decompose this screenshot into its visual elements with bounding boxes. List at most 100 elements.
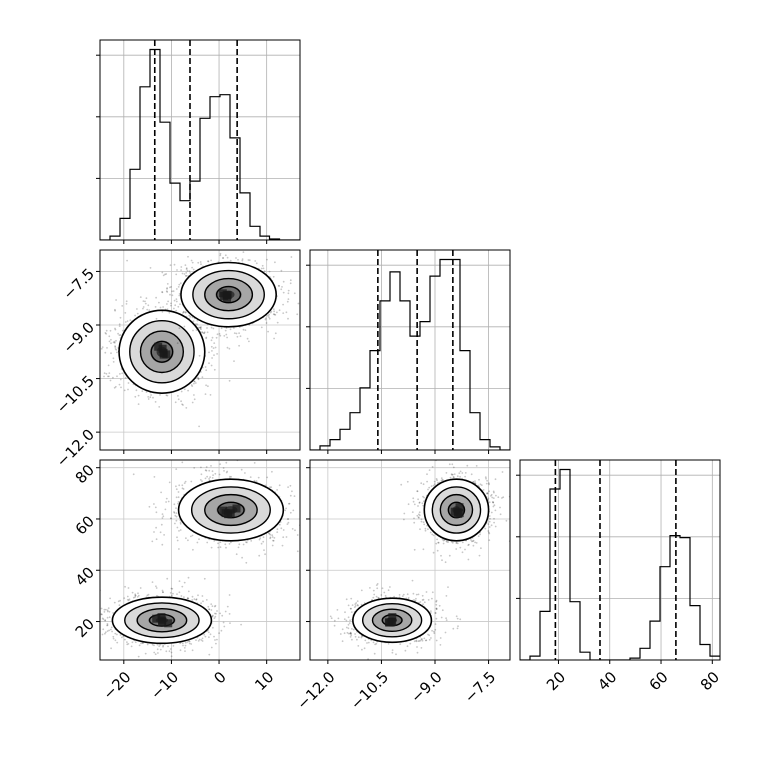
- sample-point: [280, 527, 283, 530]
- sample-point: [187, 255, 189, 258]
- sample-point: [376, 587, 379, 590]
- sample-point: [367, 641, 370, 644]
- sample-point: [184, 650, 186, 652]
- sample-point: [106, 623, 109, 625]
- sample-point: [183, 325, 186, 328]
- sample-point: [305, 500, 307, 502]
- sample-point: [154, 401, 157, 403]
- sample-point: [210, 465, 212, 467]
- sample-point: [127, 382, 130, 384]
- sample-point: [173, 512, 176, 514]
- sample-point: [137, 655, 140, 658]
- sample-point: [427, 599, 430, 601]
- sample-point: [117, 332, 119, 335]
- sample-point: [451, 474, 453, 476]
- sample-point: [413, 548, 416, 551]
- sample-point: [347, 632, 350, 635]
- sample-point: [153, 651, 156, 654]
- sample-point: [201, 595, 204, 597]
- sample-point: [354, 633, 356, 635]
- contour-line: [129, 320, 195, 384]
- sample-point: [126, 259, 128, 262]
- scatter-panel-0-1: [100, 250, 300, 450]
- sample-point: [134, 314, 137, 317]
- sample-point: [161, 310, 164, 313]
- sample-point: [182, 488, 185, 490]
- sample-point: [136, 312, 139, 315]
- contour-line: [190, 486, 271, 534]
- sample-point: [215, 612, 217, 615]
- sample-point: [254, 260, 257, 262]
- sample-point: [167, 300, 170, 303]
- sample-point: [470, 473, 473, 476]
- sample-point: [268, 317, 271, 320]
- sample-point: [185, 275, 188, 277]
- sample-point: [464, 475, 466, 478]
- sample-point: [141, 390, 144, 392]
- sample-point: [224, 543, 227, 546]
- density-cell: [158, 344, 167, 353]
- sample-point: [103, 372, 106, 375]
- sample-point: [106, 616, 109, 619]
- sample-point: [126, 595, 129, 598]
- sample-point: [212, 614, 214, 617]
- sample-point: [170, 302, 172, 305]
- sample-point: [181, 585, 184, 588]
- sample-point: [187, 590, 190, 593]
- sample-point: [225, 461, 228, 464]
- contour-line: [139, 330, 185, 374]
- sample-point: [124, 312, 127, 314]
- sample-point: [186, 269, 189, 272]
- sample-point: [224, 254, 227, 257]
- sample-point: [470, 539, 472, 541]
- density-cell: [454, 509, 463, 518]
- sample-point: [155, 317, 158, 320]
- sample-point: [262, 536, 265, 539]
- sample-point: [418, 511, 421, 514]
- sample-point: [183, 647, 186, 649]
- sample-point: [276, 489, 278, 491]
- sample-point: [178, 591, 181, 594]
- sample-point: [493, 517, 495, 520]
- sample-point: [198, 354, 201, 357]
- sample-point: [136, 596, 139, 598]
- sample-point: [170, 304, 172, 307]
- sample-point: [153, 503, 155, 505]
- sample-point: [178, 484, 181, 487]
- sample-point: [215, 336, 218, 339]
- sample-point: [205, 469, 208, 472]
- sample-point: [433, 483, 436, 486]
- sample-point: [352, 628, 355, 631]
- sample-point: [166, 283, 169, 285]
- sample-point: [445, 472, 448, 474]
- sample-point: [114, 308, 116, 311]
- sample-point: [455, 548, 458, 550]
- sample-point: [209, 394, 212, 396]
- sample-point: [205, 384, 208, 387]
- sample-point: [211, 605, 214, 607]
- sample-point: [364, 639, 367, 642]
- sample-point: [216, 353, 219, 355]
- sample-point: [468, 543, 470, 546]
- sample-point: [384, 594, 387, 597]
- sample-point: [289, 282, 292, 285]
- contour-line: [371, 608, 413, 632]
- sample-point: [136, 308, 138, 310]
- sample-point: [271, 534, 274, 537]
- sample-point: [345, 626, 348, 629]
- sample-point: [114, 345, 116, 347]
- sample-point: [241, 258, 244, 260]
- sample-point: [110, 647, 112, 650]
- sample-point: [458, 472, 461, 474]
- sample-point: [137, 592, 139, 595]
- sample-point: [436, 538, 438, 541]
- sample-point: [487, 523, 490, 525]
- sample-point: [429, 531, 432, 534]
- sample-point: [139, 587, 142, 589]
- sample-point: [104, 332, 107, 334]
- sample-point: [341, 640, 344, 643]
- contour-line: [215, 285, 242, 304]
- sample-point: [178, 327, 181, 330]
- sample-point: [181, 484, 184, 487]
- sample-point: [200, 466, 202, 469]
